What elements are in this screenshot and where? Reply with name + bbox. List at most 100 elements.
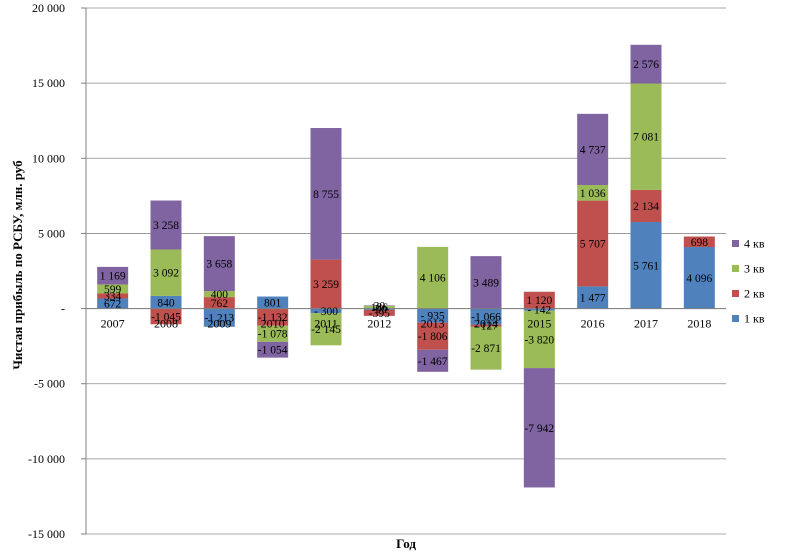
bar-2010-3-кв (257, 325, 289, 342)
bar-2016-4-кв (577, 113, 609, 186)
data-label-2012-2-кв: -395 (369, 308, 390, 320)
bar-2012-3-кв (363, 305, 395, 309)
legend-entry: 2 кв (744, 287, 765, 301)
data-label-2009-1-кв: -1 213 (204, 313, 234, 325)
legend-entry: 1 кв (744, 312, 765, 326)
y-tick-label: -10 000 (28, 452, 65, 466)
data-label-2016-2-кв: 5 707 (580, 238, 606, 250)
bar-2014-3-кв (470, 326, 502, 370)
data-label-2010-4-кв: -1 054 (258, 345, 288, 357)
bar-2007-2-кв (97, 293, 129, 299)
data-label-2015-2-кв: 1 120 (526, 295, 552, 307)
x-tick-label: 2007 (101, 317, 125, 331)
data-label-2014-2-кв: - 127 (474, 321, 498, 333)
data-label-2014-4-кв: 3 489 (473, 277, 499, 289)
bar-2013-3-кв (417, 246, 449, 309)
y-tick-label: 10 000 (32, 151, 65, 165)
bar-2015-3-кв (523, 310, 555, 369)
bar-2009-3-кв (203, 291, 235, 298)
x-axis-title: Год (396, 536, 416, 551)
x-tick-label: 2011 (314, 317, 338, 331)
x-tick-label: 2016 (581, 317, 605, 331)
bar-2015-1-кв (523, 308, 555, 311)
y-tick-label: 15 000 (32, 76, 65, 90)
y-axis-title: Чистая прибыль по РСБУ, млн. руб (10, 160, 25, 370)
bar-2014-2-кв (470, 324, 502, 327)
legend-entry: 3 кв (744, 262, 765, 276)
data-label-2013-1-кв: - 935 (421, 311, 445, 323)
bar-2008-4-кв (150, 200, 182, 250)
data-label-2016-1-кв: 1 477 (580, 292, 606, 304)
data-label-2011-1-кв: - 300 (314, 306, 338, 318)
bar-2007-4-кв (97, 266, 129, 285)
legend-entry: 4 кв (744, 237, 765, 251)
y-tick-label: 20 000 (32, 1, 65, 15)
data-label-2011-2-кв: 3 259 (313, 279, 339, 291)
data-label-2011-4-кв: 8 755 (313, 189, 339, 201)
data-label-2012-3-кв: 186 (371, 302, 389, 314)
x-tick-label: 2015 (527, 317, 551, 331)
y-tick-label: - (61, 302, 65, 316)
data-label-2014-1-кв: -1 066 (471, 312, 501, 324)
bar-2007-1-кв (97, 298, 129, 309)
data-label-2009-2-кв: 762 (211, 298, 229, 310)
bar-2017-3-кв (630, 83, 662, 190)
data-label-2015-3-кв: -3 820 (524, 334, 554, 346)
bar-2011-4-кв (310, 128, 342, 260)
data-label-2007-4-кв: 1 169 (100, 271, 126, 283)
x-tick-label: 2010 (261, 317, 285, 331)
bar-2007-3-кв (97, 284, 129, 294)
bar-2018-1-кв (683, 247, 715, 309)
bar-2015-2-кв (523, 291, 555, 309)
legend-swatch (732, 315, 739, 322)
y-tick-label: 5 000 (38, 226, 65, 240)
data-label-2017-1-кв: 5 761 (633, 260, 659, 272)
legend: 4 кв 3 кв 2 кв 1 кв (732, 237, 765, 326)
data-label-2016-4-кв: 4 737 (580, 144, 606, 156)
data-label-2013-3-кв: 4 106 (420, 273, 446, 285)
gridlines (86, 7, 726, 535)
data-label-2018-2-кв: 698 (691, 237, 709, 249)
bar-2012-4-кв (363, 305, 395, 306)
x-tick-label: 2014 (474, 317, 498, 331)
y-tick-label: -15 000 (28, 527, 65, 541)
bar-2014-4-кв (470, 256, 502, 309)
data-label-2018-1-кв: 4 096 (686, 273, 712, 285)
bar-2010-2-кв (257, 308, 289, 326)
x-tick-label: 2009 (207, 317, 231, 331)
bar-2008-2-кв (150, 308, 182, 325)
data-label-2010-2-кв: -1 132 (258, 312, 288, 324)
bar-2014-1-кв (470, 308, 502, 325)
bars (97, 44, 715, 488)
data-label-2010-1-кв: 801 (264, 298, 282, 310)
x-tick-label: 2013 (421, 317, 445, 331)
x-tick-label: 2008 (154, 317, 178, 331)
data-label-2007-1-кв: 672 (104, 299, 122, 311)
bar-2008-3-кв (150, 249, 182, 296)
data-label-2008-1-кв: 840 (157, 297, 175, 309)
data-label-2015-1-кв: - 142 (527, 305, 551, 317)
x-tick-label: 2012 (367, 317, 391, 331)
bar-2009-4-кв (203, 236, 235, 292)
legend-swatch (732, 290, 739, 297)
bar-2018-2-кв (683, 236, 715, 248)
x-tick-label: 2017 (634, 317, 658, 331)
data-label-2008-3-кв: 3 092 (153, 268, 179, 280)
bar-2016-2-кв (577, 200, 609, 287)
bar-2016-1-кв (577, 286, 609, 309)
bar-2013-2-кв (417, 322, 449, 350)
bar-2012-1-кв (363, 308, 395, 310)
bar-2009-1-кв (203, 308, 235, 327)
data-label-2008-2-кв: -1 045 (151, 311, 181, 323)
data-label-2013-2-кв: -1 806 (418, 331, 448, 343)
data-label-2015-4-кв: -7 942 (524, 423, 554, 435)
data-label-2014-3-кв: -2 871 (471, 343, 501, 355)
data-label-2008-4-кв: 3 258 (153, 220, 179, 232)
bar-2011-2-кв (310, 259, 342, 309)
bar-2009-2-кв (203, 297, 235, 309)
bar-2015-4-кв (523, 368, 555, 488)
data-label-2012-4-кв: 30 (374, 301, 386, 313)
